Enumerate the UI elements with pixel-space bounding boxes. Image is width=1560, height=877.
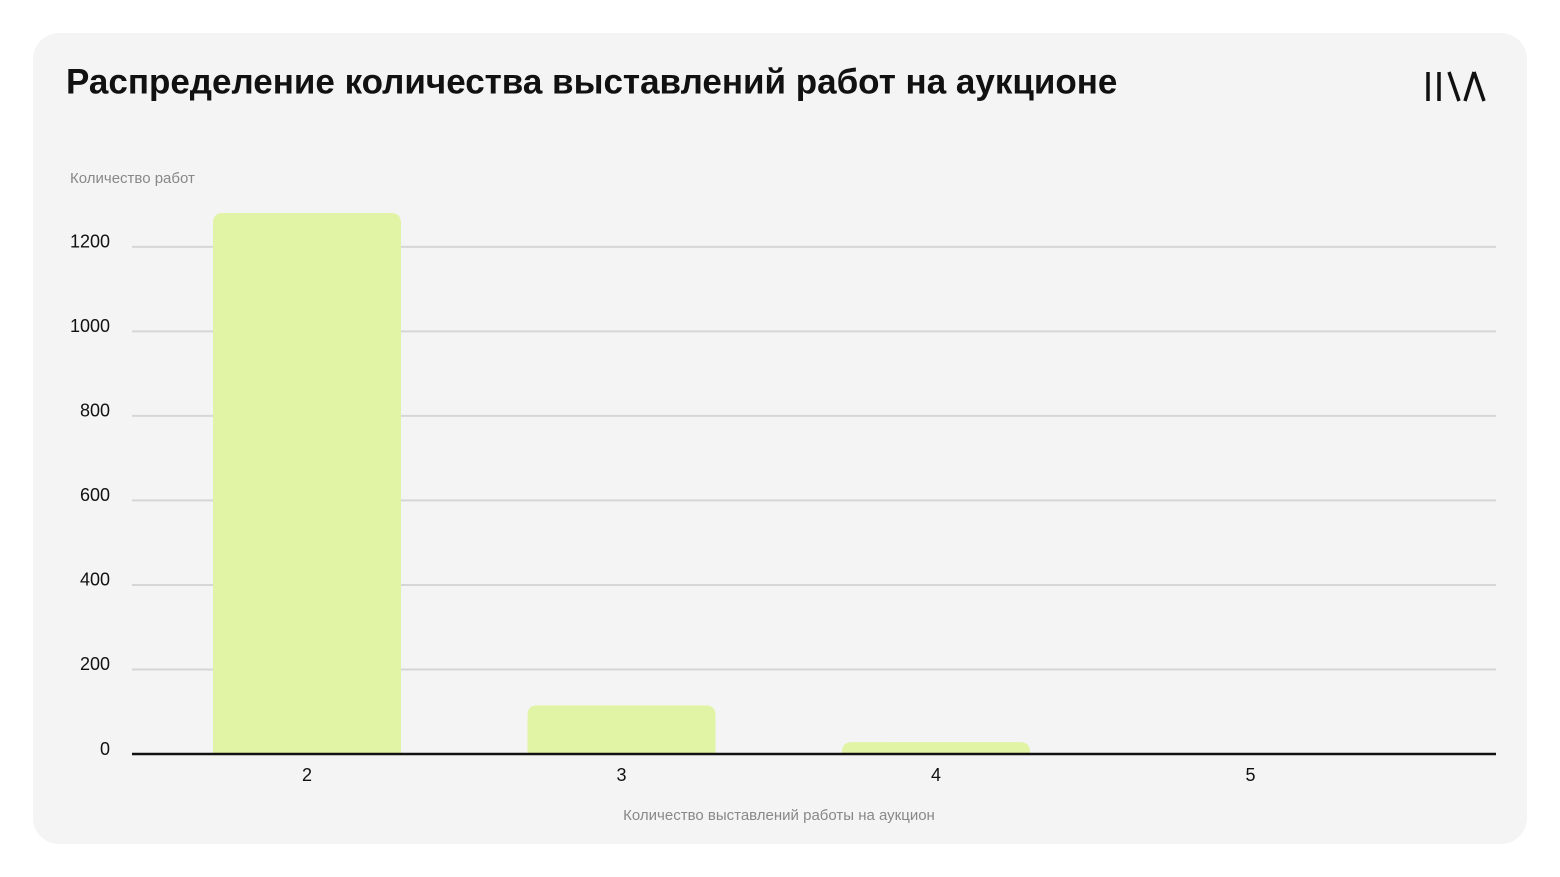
bar — [213, 213, 401, 754]
y-tick-label: 400 — [80, 570, 110, 590]
bar — [527, 705, 716, 754]
y-tick-label: 1000 — [70, 316, 110, 336]
logo — [1426, 71, 1486, 102]
y-tick-label: 200 — [80, 654, 110, 674]
x-tick-label: 4 — [931, 765, 941, 785]
y-tick-label: 0 — [100, 739, 110, 759]
x-axis-title: Количество выставлений работы на аукцион — [623, 807, 935, 824]
x-tick-label: 3 — [616, 765, 626, 785]
bar — [842, 742, 1030, 754]
y-tick-label: 800 — [80, 401, 110, 421]
card — [33, 33, 1527, 844]
chart-title: Распределение количества выставлений раб… — [66, 62, 1117, 101]
x-tick-label: 5 — [1245, 765, 1255, 785]
x-tick-label: 2 — [302, 765, 312, 785]
y-axis-title: Количество работ — [70, 170, 195, 187]
y-tick-label: 1200 — [70, 232, 110, 252]
y-tick-label: 600 — [80, 485, 110, 505]
